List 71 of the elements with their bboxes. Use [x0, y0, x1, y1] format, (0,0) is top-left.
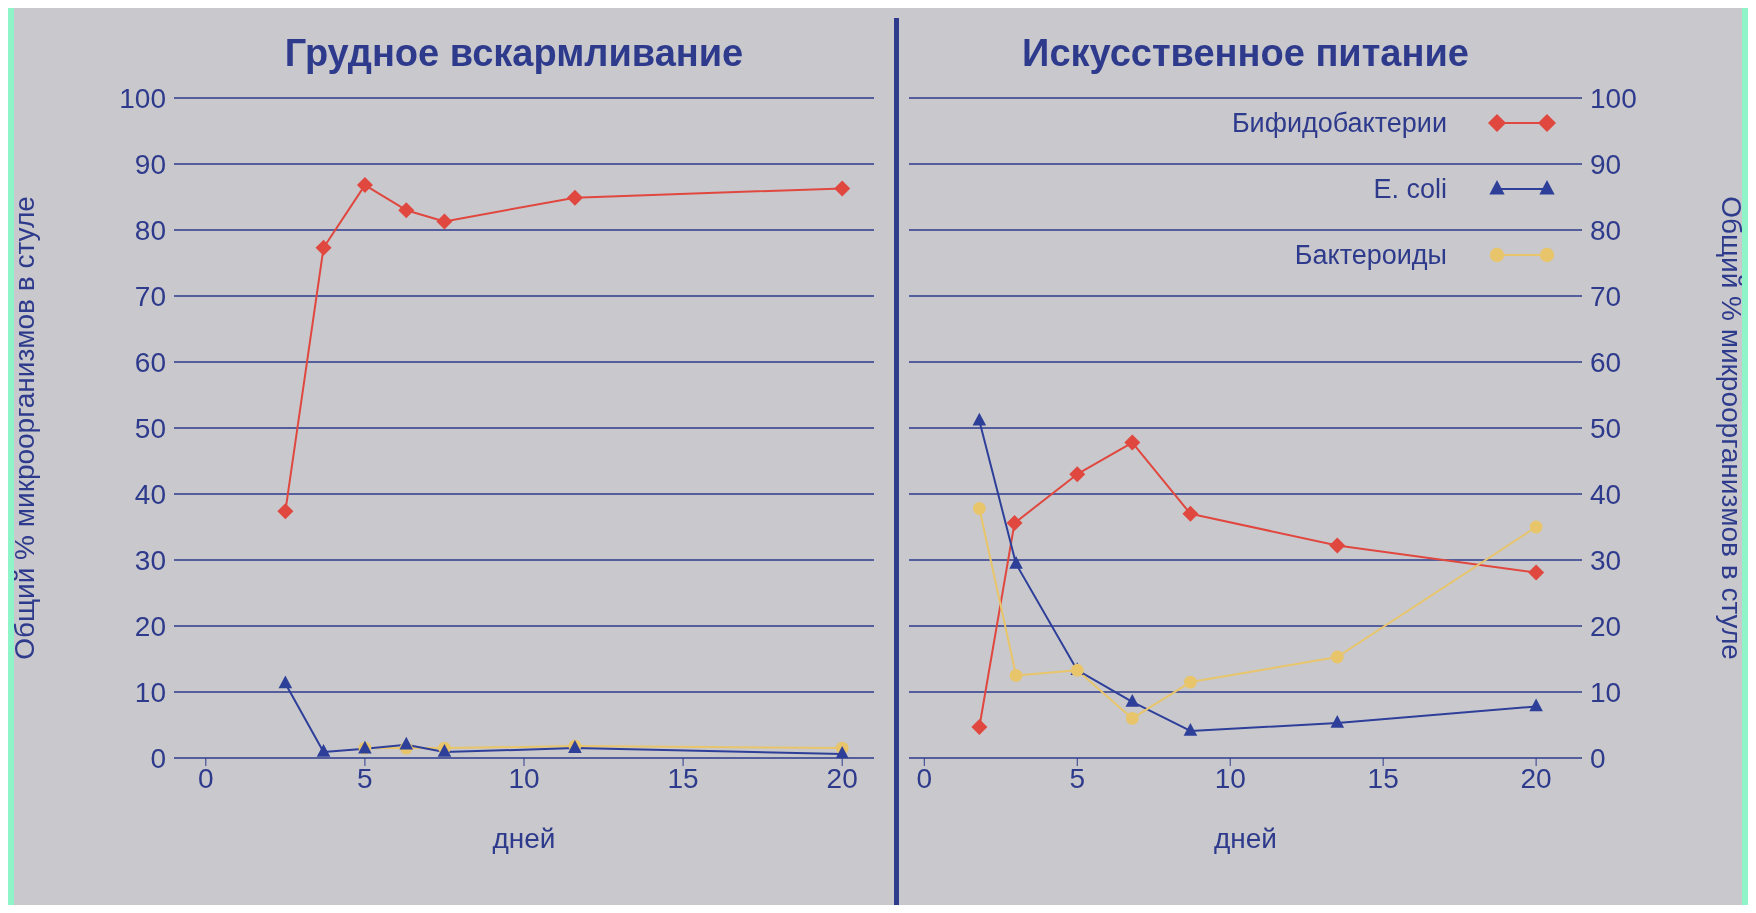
point: [1069, 466, 1086, 483]
point: [278, 675, 293, 689]
y2-axis-title: Общий % микроорганизмов в стуле: [1716, 196, 1748, 660]
y-tick-label: 30: [134, 544, 166, 576]
chart-title: Грудное вскармливание: [284, 32, 744, 74]
y-tick-label: 60: [134, 346, 166, 378]
point: [1330, 650, 1344, 664]
point: [356, 177, 373, 194]
x-tick-label: 15: [667, 762, 699, 794]
y2-tick-label: 50: [1590, 412, 1622, 444]
x-tick-label: 10: [508, 762, 540, 794]
x-tick-label: 0: [916, 762, 933, 794]
x-axis-title: дней: [492, 823, 556, 854]
point: [972, 412, 987, 426]
y2-tick-label: 40: [1590, 478, 1622, 510]
point: [399, 736, 414, 750]
y2-tick-label: 90: [1590, 148, 1622, 180]
point: [1009, 669, 1023, 682]
x-tick-label: 20: [826, 762, 858, 794]
point: [834, 180, 851, 197]
legend-label: Бифидобактерии: [1231, 107, 1447, 139]
y-tick-label: 70: [134, 280, 166, 312]
point: [1330, 715, 1345, 728]
x-axis-title: дней: [1213, 823, 1278, 854]
y2-tick-label: 60: [1590, 346, 1622, 378]
point: [1182, 505, 1199, 522]
x-tick-label: 5: [1069, 762, 1086, 794]
point: [566, 189, 583, 206]
x-tick-label: 20: [1520, 762, 1552, 794]
point: [1124, 434, 1141, 451]
point: [316, 744, 331, 757]
y2-tick-label: 0: [1590, 742, 1606, 774]
y-tick-label: 10: [134, 676, 166, 708]
x-tick-label: 15: [1367, 762, 1399, 794]
x-tick-label: 5: [357, 762, 373, 794]
x-tick-label: 0: [198, 762, 214, 794]
point: [971, 718, 988, 735]
point: [1183, 722, 1198, 736]
point: [1528, 564, 1545, 581]
point: [398, 202, 415, 219]
y-tick-label: 80: [134, 214, 166, 246]
chart-title: Искусственное питание: [1022, 32, 1469, 74]
point: [972, 502, 986, 515]
point: [1529, 520, 1543, 534]
point: [277, 503, 294, 520]
point: [1006, 515, 1023, 532]
y2-tick-label: 100: [1590, 82, 1637, 114]
y2-tick-label: 70: [1590, 280, 1622, 312]
point: [1329, 537, 1346, 554]
y-tick-label: 20: [134, 610, 166, 642]
y-tick-label: 50: [134, 412, 166, 444]
y2-tick-label: 30: [1590, 544, 1622, 576]
point: [315, 239, 332, 256]
legend-label: Бактероиды: [1294, 239, 1447, 271]
y-tick-label: 40: [134, 478, 166, 510]
y-axis-title: Общий % микроорганизмов в стуле: [8, 196, 40, 660]
point: [1125, 712, 1139, 725]
point: [436, 213, 453, 230]
legend-label: E. coli: [1373, 173, 1447, 205]
x-tick-label: 10: [1214, 762, 1246, 794]
y2-tick-label: 20: [1590, 610, 1622, 642]
y-tick-label: 0: [150, 742, 166, 774]
point: [1009, 555, 1023, 569]
point: [1184, 675, 1197, 689]
y2-tick-label: 10: [1590, 676, 1622, 708]
point: [835, 746, 849, 758]
y-tick-label: 100: [119, 82, 166, 114]
point: [1125, 693, 1140, 707]
y-tick-label: 90: [134, 148, 166, 180]
y2-tick-label: 80: [1590, 214, 1622, 246]
point: [1529, 698, 1543, 712]
